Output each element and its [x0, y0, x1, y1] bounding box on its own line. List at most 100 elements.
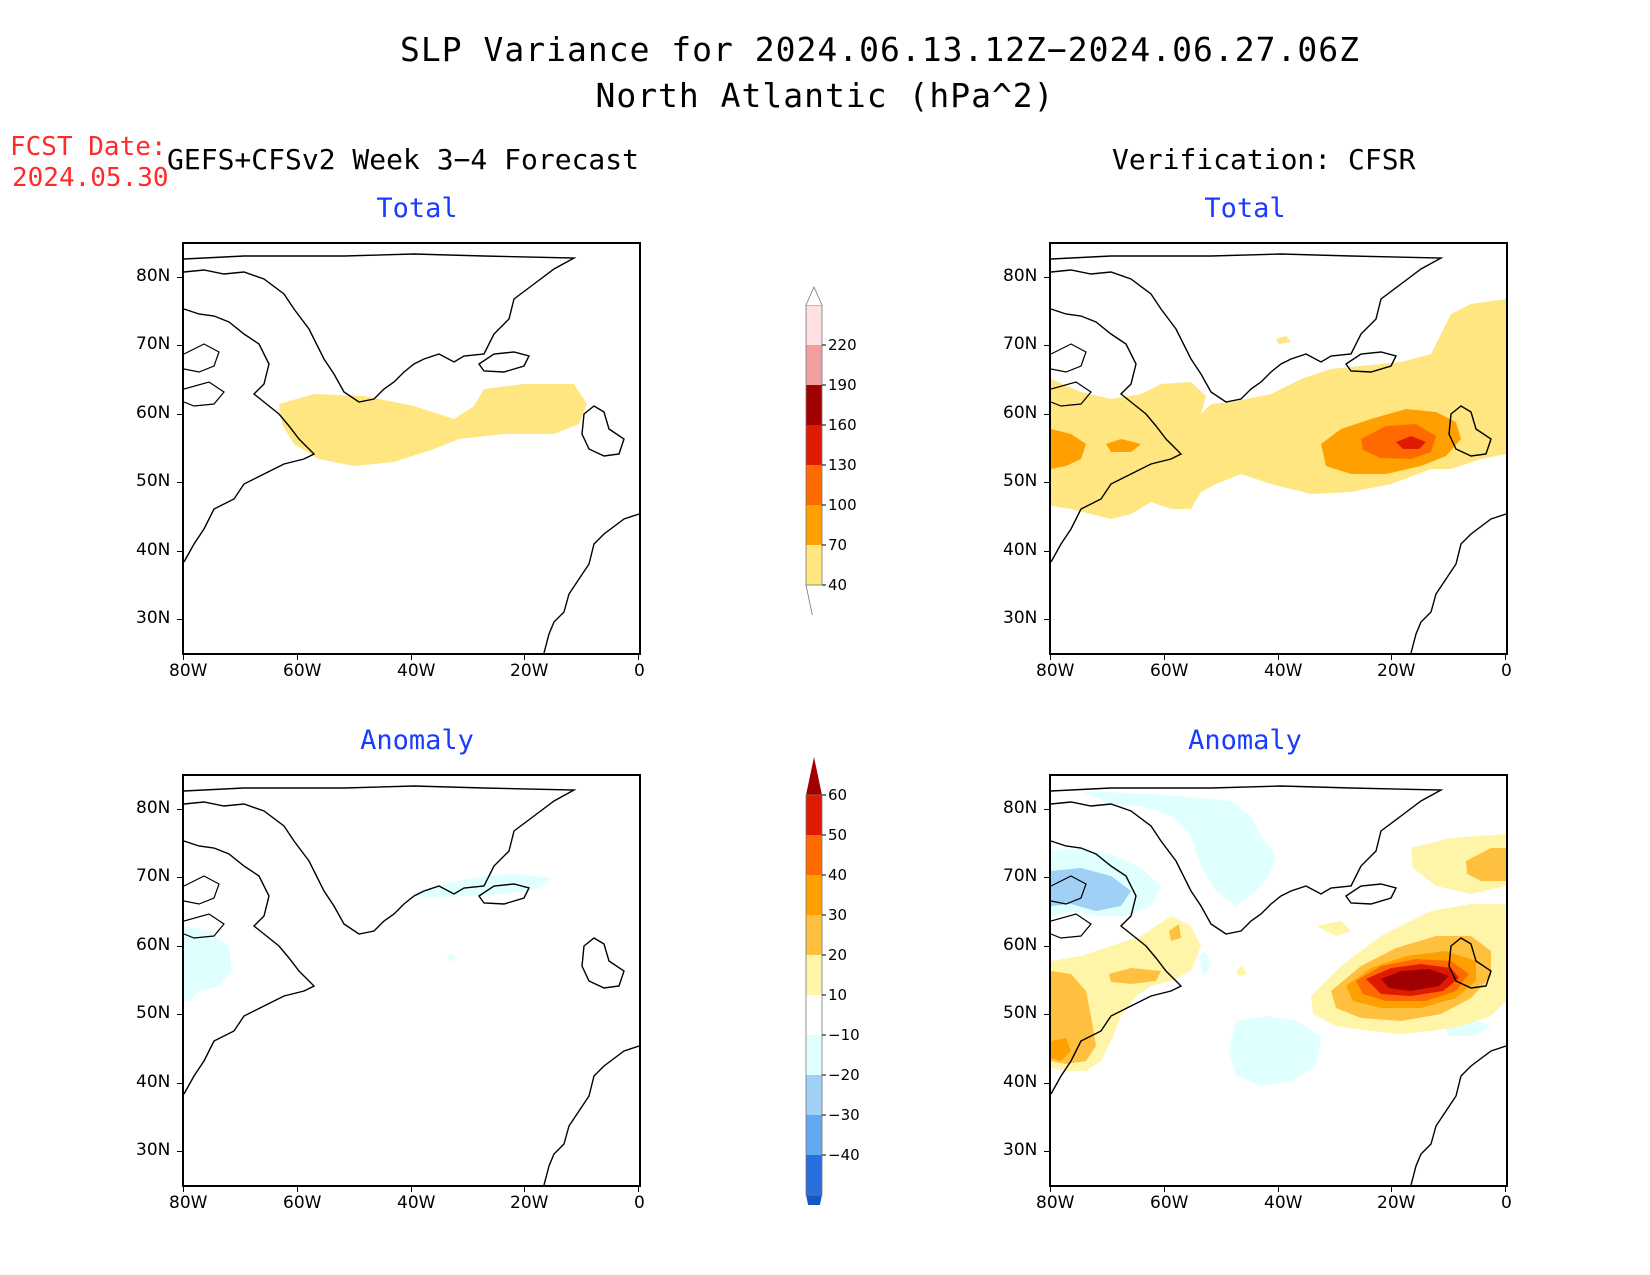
contour-70-100	[1051, 429, 1086, 469]
forecast-anomaly-lat-tick	[177, 1151, 183, 1152]
anomaly-colorbar-segment	[806, 955, 822, 995]
forecast-anomaly-lat-tick	[177, 877, 183, 878]
verification-anomaly-lat-label: 60N	[1003, 935, 1038, 955]
contour-neg10-neg20	[1081, 791, 1276, 906]
anomaly-colorbar-segment	[806, 1035, 822, 1075]
total-colorbar-segment	[806, 465, 822, 505]
anomaly-colorbar-label: 40	[828, 866, 848, 884]
forecast-total-lon-label: 80W	[169, 661, 208, 681]
verification-anomaly-lat-tick	[1044, 1083, 1050, 1084]
anomaly-colorbar-segment	[806, 1115, 822, 1155]
anomaly-colorbar-segment	[806, 835, 822, 875]
verification-anomaly-lon-label: 80W	[1036, 1193, 1075, 1213]
forecast-total-lat-tick	[177, 551, 183, 552]
contour-40-70	[279, 384, 587, 466]
contour-10-20	[1236, 966, 1247, 976]
verification-total-lat-label: 50N	[1003, 471, 1038, 491]
verification-anomaly-lon-tick	[1050, 1186, 1051, 1192]
anomaly-colorbar	[805, 757, 826, 1205]
anomaly-colorbar-label: 20	[828, 946, 848, 964]
anomaly-colorbar-segment	[806, 915, 822, 955]
verification-total-lon-tick	[1505, 654, 1506, 660]
forecast-anomaly-lat-label: 40N	[136, 1072, 171, 1092]
contour-neg10-neg20	[184, 926, 232, 1001]
verification-total-lon-tick	[1278, 654, 1279, 660]
anomaly-colorbar-label: 10	[828, 986, 848, 1004]
forecast-anomaly-lat-label: 70N	[136, 866, 171, 886]
anomaly-colorbar-label: −20	[828, 1066, 860, 1084]
forecast-total-lat-label: 80N	[136, 266, 171, 286]
verification-total-lat-label: 80N	[1003, 266, 1038, 286]
total-colorbar-label: 160	[828, 416, 857, 434]
anomaly-colorbar-segment	[806, 1075, 822, 1115]
total-colorbar-label: 100	[828, 496, 857, 514]
anomaly-colorbar-top-arrow	[806, 757, 822, 795]
forecast-anomaly-lat-tick	[177, 1014, 183, 1015]
anomaly-colorbar-segment	[806, 795, 822, 835]
verification-anomaly-lat-label: 70N	[1003, 866, 1038, 886]
forecast-total-lat-tick	[177, 619, 183, 620]
anomaly-colorbar-bottom-arrow	[806, 1195, 822, 1205]
forecast-total-title: Total	[376, 193, 458, 224]
verification-total-map	[1049, 242, 1508, 655]
total-colorbar-segment	[806, 505, 822, 545]
forecast-total-lon-label: 20W	[510, 661, 549, 681]
verification-total-lat-tick	[1044, 345, 1050, 346]
forecast-anomaly-lon-tick	[524, 1186, 525, 1192]
contour-70-100	[1106, 439, 1141, 452]
contour-20-30	[1169, 924, 1181, 941]
anomaly-colorbar-segment	[806, 1155, 822, 1195]
total-colorbar-segment	[806, 545, 822, 585]
forecast-total-lon-label: 0	[634, 661, 645, 681]
forecast-anomaly-lat-tick	[177, 809, 183, 810]
anomaly-colorbar-label: −10	[828, 1026, 860, 1044]
verification-anomaly-map	[1049, 774, 1508, 1187]
verification-anomaly-lat-tick	[1044, 1014, 1050, 1015]
anomaly-colorbar-label: 50	[828, 826, 848, 844]
forecast-total-lat-tick	[177, 345, 183, 346]
anomaly-colorbar-label: −40	[828, 1146, 860, 1164]
verification-total-lat-label: 30N	[1003, 608, 1038, 628]
anomaly-colorbar-segment	[806, 995, 822, 1035]
verification-anomaly-lon-tick	[1278, 1186, 1279, 1192]
verification-total-lon-label: 60W	[1150, 661, 1189, 681]
chart-title-line1: SLP Variance for 2024.06.13.12Z−2024.06.…	[400, 30, 1360, 69]
forecast-anomaly-lat-tick	[177, 946, 183, 947]
contour-130-160	[1396, 436, 1426, 449]
verification-anomaly-lon-label: 20W	[1377, 1193, 1416, 1213]
fcst-date-value: 2024.05.30	[12, 163, 169, 193]
forecast-anomaly-lon-label: 80W	[169, 1193, 208, 1213]
contour-20-30	[1466, 848, 1506, 881]
total-colorbar-label: 130	[828, 456, 857, 474]
verification-anomaly-lat-label: 40N	[1003, 1072, 1038, 1092]
verification-anomaly-lon-label: 60W	[1150, 1193, 1189, 1213]
total-colorbar-bottom-arrow	[805, 584, 813, 615]
verification-total-lon-label: 80W	[1036, 661, 1075, 681]
forecast-anomaly-lon-tick	[297, 1186, 298, 1192]
forecast-anomaly-lon-tick	[411, 1186, 412, 1192]
verification-anomaly-lat-tick	[1044, 1151, 1050, 1152]
verification-total-lat-tick	[1044, 551, 1050, 552]
forecast-total-lon-label: 40W	[397, 661, 436, 681]
forecast-anomaly-lat-label: 60N	[136, 935, 171, 955]
verification-total-lat-tick	[1044, 619, 1050, 620]
verification-anomaly-lon-tick	[1391, 1186, 1392, 1192]
forecast-total-lon-tick	[524, 654, 525, 660]
contour-20-30	[1109, 968, 1161, 984]
anomaly-colorbar-segment	[806, 875, 822, 915]
total-colorbar-label: 190	[828, 376, 857, 394]
contour-40-70	[1276, 336, 1291, 344]
total-colorbar-label: 40	[828, 576, 848, 594]
verification-anomaly-lon-tick	[1505, 1186, 1506, 1192]
verification-anomaly-lon-label: 40W	[1264, 1193, 1303, 1213]
verification-total-lat-label: 70N	[1003, 334, 1038, 354]
total-colorbar	[805, 286, 826, 615]
forecast-anomaly-lat-label: 30N	[136, 1140, 171, 1160]
forecast-anomaly-lon-label: 20W	[510, 1193, 549, 1213]
forecast-anomaly-lat-label: 50N	[136, 1003, 171, 1023]
verification-column-title: Verification: CFSR	[1112, 143, 1416, 176]
verification-total-lon-label: 20W	[1377, 661, 1416, 681]
anomaly-colorbar-label: 60	[828, 786, 848, 804]
forecast-anomaly-lon-tick	[183, 1186, 184, 1192]
contour-60plus	[1381, 969, 1449, 991]
